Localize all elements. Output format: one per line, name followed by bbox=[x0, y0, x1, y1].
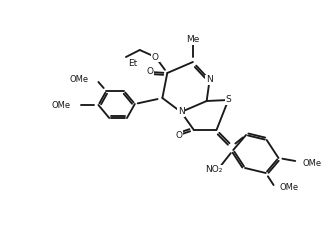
Text: O: O bbox=[176, 130, 183, 140]
Text: OMe: OMe bbox=[302, 160, 321, 169]
Text: O: O bbox=[146, 68, 153, 76]
Text: Et: Et bbox=[128, 58, 137, 68]
Text: OMe: OMe bbox=[280, 184, 299, 193]
Text: OMe: OMe bbox=[52, 101, 71, 110]
Text: N: N bbox=[206, 76, 213, 85]
Text: OMe: OMe bbox=[70, 74, 89, 83]
Text: Me: Me bbox=[186, 36, 200, 45]
Text: S: S bbox=[226, 95, 231, 104]
Text: NO₂: NO₂ bbox=[205, 166, 222, 175]
Text: O: O bbox=[152, 52, 159, 61]
Text: N: N bbox=[178, 108, 185, 117]
